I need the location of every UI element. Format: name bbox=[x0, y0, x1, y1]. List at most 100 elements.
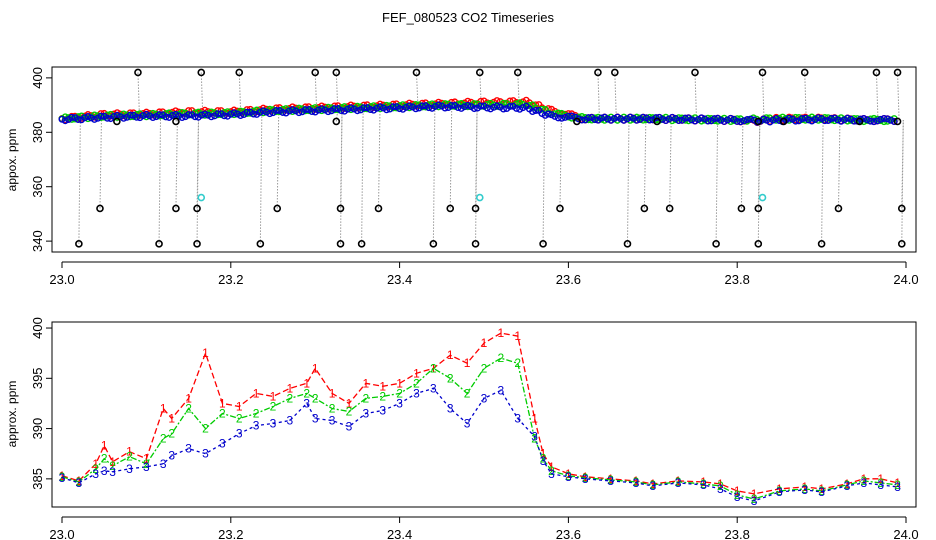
series-3-point bbox=[288, 106, 296, 114]
series-1-marker: 1 bbox=[413, 366, 420, 380]
series-3-marker: 3 bbox=[481, 391, 488, 405]
top-x-tick-label: 23.4 bbox=[387, 272, 412, 287]
series-1-marker: 1 bbox=[582, 470, 589, 484]
series-1-marker: 1 bbox=[396, 376, 403, 390]
top-y-tick-label: 340 bbox=[30, 230, 45, 252]
series-2-marker: 2 bbox=[607, 473, 614, 487]
outlier-connector bbox=[762, 72, 765, 121]
series-3-point bbox=[396, 105, 404, 113]
series-3-marker: 3 bbox=[92, 467, 99, 481]
series-2-line bbox=[61, 357, 898, 500]
series-3-point bbox=[597, 114, 605, 122]
series-3-marker: 3 bbox=[776, 485, 783, 499]
series-3-point bbox=[633, 116, 641, 124]
series-2-point bbox=[525, 101, 533, 109]
outlier-point bbox=[691, 68, 699, 77]
series-2-marker: 2 bbox=[548, 464, 555, 478]
series-3-point bbox=[529, 107, 537, 115]
series-2-marker: 2 bbox=[346, 404, 353, 418]
outlier-connector bbox=[643, 118, 647, 209]
series-1-marker: 1 bbox=[312, 361, 319, 375]
outlier-point bbox=[640, 204, 649, 213]
series-3-marker: 3 bbox=[844, 479, 851, 493]
outlier-point bbox=[513, 68, 522, 77]
series-1-marker: 1 bbox=[59, 469, 66, 483]
outlier-point bbox=[273, 204, 282, 213]
series-3-point bbox=[103, 114, 111, 122]
series-3-marker: 3 bbox=[236, 427, 243, 441]
series-3-marker: 3 bbox=[633, 476, 640, 490]
series-3-marker: 3 bbox=[413, 386, 420, 400]
outlier-point bbox=[573, 117, 581, 126]
series-1-line bbox=[61, 332, 898, 495]
bottom-y-tick-label: 395 bbox=[30, 367, 45, 389]
top-ylabel: appox. ppm bbox=[5, 129, 19, 192]
series-1-marker: 1 bbox=[143, 452, 150, 466]
series-3-point bbox=[571, 113, 579, 121]
outlier-point bbox=[779, 117, 788, 126]
series-2-marker: 2 bbox=[776, 484, 783, 498]
series-2-marker: 2 bbox=[751, 492, 758, 506]
outlier-point bbox=[872, 68, 881, 77]
series-3-point bbox=[412, 105, 420, 113]
series-2-marker: 2 bbox=[219, 406, 226, 420]
outlier-point bbox=[75, 240, 83, 248]
series-3-marker: 3 bbox=[801, 483, 808, 497]
outlier-point bbox=[429, 240, 438, 248]
series-3-point bbox=[344, 105, 352, 113]
outlier-connector bbox=[597, 72, 600, 119]
series-1-marker: 1 bbox=[185, 391, 192, 405]
series-3-point bbox=[548, 111, 556, 119]
outlier-point bbox=[197, 68, 206, 77]
series-2-marker: 2 bbox=[253, 406, 260, 420]
series-3-point bbox=[821, 117, 829, 125]
series-3-point bbox=[675, 117, 683, 125]
series-1-marker: 1 bbox=[481, 336, 488, 350]
series-3-point bbox=[688, 116, 696, 124]
series-2-marker: 2 bbox=[168, 427, 175, 441]
series-3-point bbox=[775, 117, 783, 125]
series-3-line bbox=[61, 387, 898, 502]
series-3-marker: 3 bbox=[101, 464, 108, 478]
series-3-point bbox=[149, 114, 157, 122]
series-1-marker: 1 bbox=[346, 396, 353, 410]
outlier-point bbox=[336, 240, 345, 248]
series-3-marker: 3 bbox=[346, 420, 353, 434]
bottom-x-axis: 23.0 23.2 23.4 23.6 23.8 24.0 bbox=[49, 516, 919, 540]
series-1-marker: 1 bbox=[894, 476, 901, 490]
series-3-point bbox=[668, 113, 676, 121]
outlier-point bbox=[758, 68, 767, 77]
series-3-point bbox=[493, 102, 501, 110]
series-3-point bbox=[256, 108, 264, 116]
series-3-point bbox=[120, 114, 128, 122]
top-y-axis: 340 360 380 400 bbox=[30, 67, 53, 252]
series-3-point bbox=[604, 115, 612, 123]
series-3-point bbox=[792, 117, 800, 125]
series-3-point bbox=[837, 117, 845, 125]
series-3-point bbox=[360, 104, 368, 112]
outlier-connector bbox=[614, 72, 617, 119]
series-1-marker: 1 bbox=[362, 376, 369, 390]
series-3-marker: 3 bbox=[219, 437, 226, 451]
series-1-marker: 1 bbox=[633, 474, 640, 488]
outlier-point bbox=[855, 117, 864, 126]
outlier-connector bbox=[897, 72, 900, 121]
outlier-connector bbox=[837, 119, 841, 209]
outlier-point bbox=[737, 204, 746, 213]
series-3-point bbox=[490, 103, 498, 111]
series-2-marker: 2 bbox=[514, 356, 521, 370]
outlier-point bbox=[336, 204, 345, 213]
series-3-point bbox=[285, 107, 293, 115]
series-1-marker: 1 bbox=[675, 474, 682, 488]
series-1-marker: 1 bbox=[379, 379, 386, 393]
series-3-marker: 3 bbox=[287, 414, 294, 428]
outlier-point bbox=[893, 117, 902, 126]
series-2-marker: 2 bbox=[160, 432, 167, 446]
series-2-marker: 2 bbox=[312, 391, 319, 405]
series-3-point bbox=[207, 113, 215, 121]
series-1-marker: 1 bbox=[776, 482, 783, 496]
outlier-point bbox=[556, 204, 564, 213]
series-3-point bbox=[301, 106, 309, 114]
series-3-marker: 3 bbox=[76, 476, 83, 490]
series-3-point bbox=[337, 107, 345, 115]
